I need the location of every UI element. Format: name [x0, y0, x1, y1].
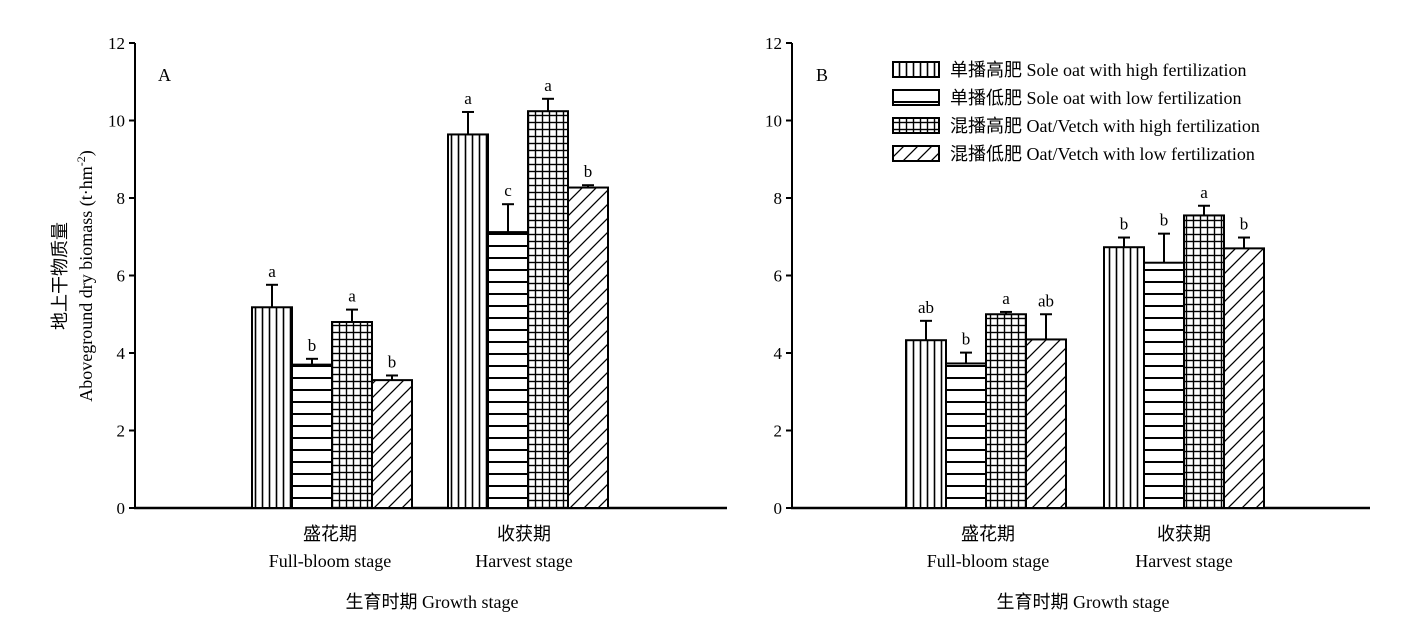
bar [1183, 214, 1225, 509]
bar [331, 321, 373, 509]
bar [447, 133, 489, 509]
y-tick-label: 12 [765, 34, 782, 53]
y-tick-label: 6 [117, 267, 126, 286]
significance-label: c [504, 181, 512, 200]
significance-label: a [544, 76, 552, 95]
y-axis-title: 地上干物质量 Aboveground dry biomass (t·hm-2) [50, 150, 97, 401]
x-category-label-en: Harvest stage [1135, 551, 1232, 571]
y-tick-label: 8 [117, 189, 126, 208]
y-tick-label: 2 [117, 422, 126, 441]
bar [985, 313, 1027, 509]
x-categories: 盛花期 Full-bloom stage 收获期 Harvest stage [927, 524, 1233, 571]
bar [291, 363, 333, 509]
legend: 单播高肥 Sole oat with high fertilization 单播低… [892, 60, 1260, 164]
x-category-label-zh: 收获期 [497, 524, 551, 544]
significance-label: a [1002, 289, 1010, 308]
y-tick-label: 10 [108, 112, 125, 131]
x-category-label-en: Harvest stage [475, 551, 572, 571]
y-tick-label: 0 [774, 499, 783, 518]
y-tick-label: 6 [774, 267, 783, 286]
x-categories: 盛花期 Full-bloom stage 收获期 Harvest stage [269, 524, 573, 571]
significance-label: b [584, 162, 593, 181]
x-category-label-zh: 盛花期 [303, 524, 357, 544]
y-tick-label: 10 [765, 112, 782, 131]
significance-label: b [308, 336, 317, 355]
y-ticks: 0 2 4 6 8 10 12 [765, 34, 792, 518]
y-tick-label: 0 [117, 499, 126, 518]
legend-swatch [892, 145, 940, 162]
y-tick-label: 2 [774, 422, 783, 441]
significance-label: a [464, 89, 472, 108]
panel-b: 0 2 4 6 8 10 12 ab b b b a a ab b B 盛花期 Full-bloom sta… [765, 34, 1370, 612]
bar [905, 339, 947, 509]
bar [1143, 261, 1185, 509]
significance-label: b [388, 352, 397, 371]
bar [487, 231, 529, 509]
y-axis-title-en: Aboveground dry biomass (t·hm-2) [74, 150, 97, 401]
x-category-label-zh: 盛花期 [961, 524, 1015, 544]
bar [945, 362, 987, 509]
significance-label: b [1240, 215, 1249, 234]
x-axis-title: 生育时期 Growth stage [997, 592, 1170, 612]
legend-swatch [892, 89, 940, 106]
x-category-label-en: Full-bloom stage [269, 551, 392, 571]
x-axis-title: 生育时期 Growth stage [346, 592, 519, 612]
x-category-label-zh: 收获期 [1157, 524, 1211, 544]
y-axis-title-zh: 地上干物质量 [50, 222, 70, 330]
significance-label: a [268, 262, 276, 281]
bar [527, 110, 569, 509]
legend-label: 单播低肥 Sole oat with low fertilization [950, 88, 1241, 108]
legend-label: 混播低肥 Oat/Vetch with low fertilization [950, 144, 1255, 164]
legend-swatch [892, 117, 940, 134]
y-tick-label: 12 [108, 34, 125, 53]
significance-label: b [962, 330, 971, 349]
significance-label: a [348, 287, 356, 306]
bar [1223, 247, 1265, 509]
significance-label: ab [1038, 291, 1054, 310]
bar [371, 379, 413, 509]
legend-swatch [892, 61, 940, 78]
significance-label: a [1200, 183, 1208, 202]
significance-label: b [1160, 211, 1169, 230]
y-ticks: 0 2 4 6 8 10 12 [108, 34, 135, 518]
bar [251, 306, 293, 509]
bar [567, 186, 609, 509]
y-tick-label: 4 [774, 344, 783, 363]
bar [1025, 338, 1067, 509]
bars: ab b b b a a ab b [905, 183, 1265, 509]
significance-label: ab [918, 298, 934, 317]
significance-label: b [1120, 215, 1129, 234]
panel-label: B [816, 65, 828, 85]
y-tick-label: 4 [117, 344, 126, 363]
bar [1103, 246, 1145, 509]
legend-label: 单播高肥 Sole oat with high fertilization [950, 60, 1246, 80]
panel-label: A [158, 65, 171, 85]
y-tick-label: 8 [774, 189, 783, 208]
legend-label: 混播高肥 Oat/Vetch with high fertilization [950, 116, 1260, 136]
panel-a: 0 2 4 6 8 10 12 a a b c a a b b A 盛花期 Full-bloom stage… [50, 34, 727, 612]
bars: a a b c a a b b [251, 76, 609, 509]
x-category-label-en: Full-bloom stage [927, 551, 1050, 571]
